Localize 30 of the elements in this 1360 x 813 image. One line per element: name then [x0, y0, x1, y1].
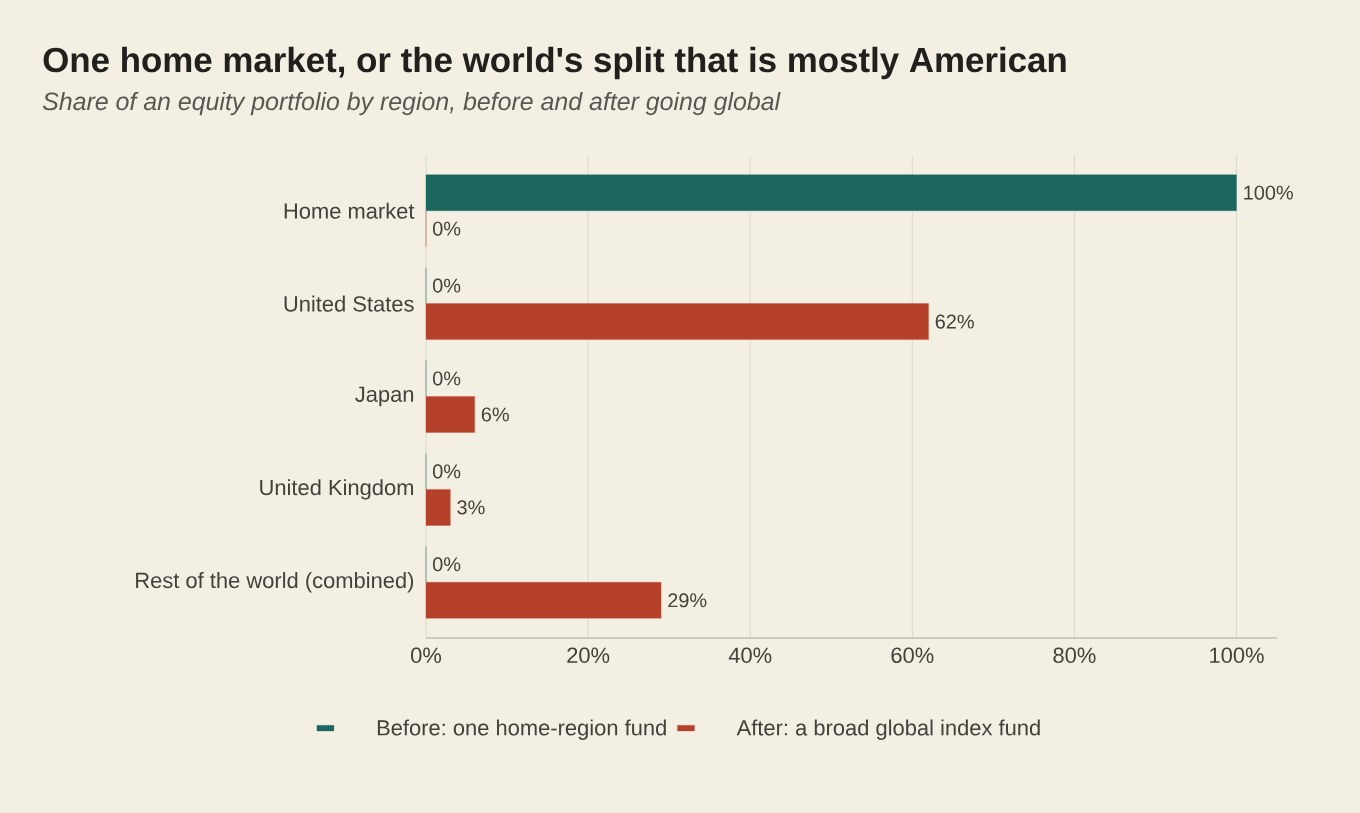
x-tick-label: 60%	[891, 647, 934, 664]
x-tick-label: 40%	[728, 647, 772, 664]
chart-title: One home market, or the world's split that is mostly American	[43, 46, 1066, 80]
data-label: 0%	[432, 278, 461, 293]
data-label: 62%	[935, 314, 974, 329]
data-label: 0%	[432, 371, 461, 386]
y-tick-label: United Kingdom	[260, 479, 413, 500]
x-tick-label: 100%	[1210, 647, 1264, 664]
x-tick-label: 0%	[411, 647, 442, 664]
bar	[425, 174, 1237, 211]
y-tick-label: Home market	[284, 202, 415, 219]
chart-subtitle: Share of an equity portfolio by region, before and after going global	[42, 91, 781, 116]
x-tick-label: 20%	[567, 647, 610, 664]
y-tick-label: Rest of the world (combined)	[136, 572, 414, 593]
bar	[425, 303, 929, 340]
data-label: 0%	[432, 557, 461, 572]
bar	[425, 582, 662, 619]
data-label: 3%	[457, 500, 485, 515]
data-label: 6%	[481, 407, 509, 422]
legend-label: After: a broad global index fund	[736, 719, 1040, 740]
data-label: 0%	[432, 464, 461, 479]
data-label: 100%	[1244, 185, 1293, 200]
data-label: 29%	[668, 593, 707, 608]
y-tick-label: United States	[284, 295, 414, 312]
data-label: 0%	[432, 221, 461, 236]
y-tick-label: Japan	[355, 386, 414, 407]
bar	[425, 489, 451, 526]
legend-label: Before: one home-region fund	[377, 719, 666, 740]
bar	[425, 396, 475, 433]
x-tick-label: 80%	[1053, 647, 1096, 664]
